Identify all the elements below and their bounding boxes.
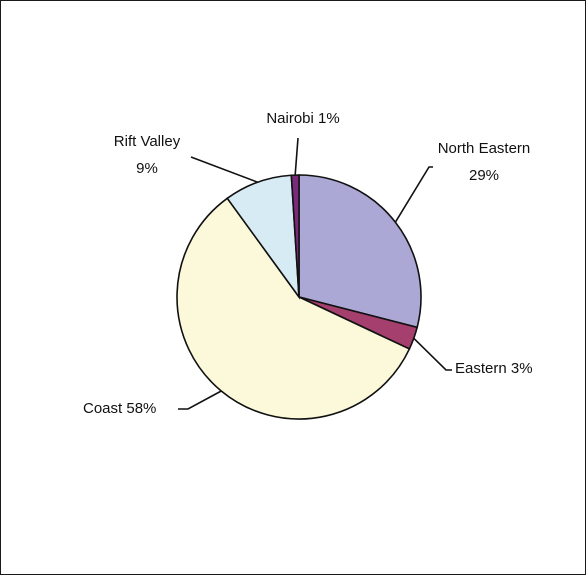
slice-label-rift-valley: 9% (136, 160, 158, 177)
leader-line-nairobi (294, 137, 299, 176)
slice-label-nairobi: Nairobi 1% (266, 110, 339, 127)
slice-label-eastern: Eastern 3% (455, 360, 533, 377)
slice-label-coast: Coast 58% (83, 400, 156, 417)
leader-line-north-eastern (394, 166, 433, 223)
slice-labels: North Eastern 29% Eastern 3% Coast 58% Rift … (83, 110, 533, 417)
slice-label-north-eastern: 29% (469, 167, 499, 184)
slice-label-north-eastern: North Eastern (438, 140, 531, 157)
pie-slices (176, 174, 422, 420)
slice-label-rift-valley: Rift Valley (114, 133, 181, 150)
leader-line-coast (178, 390, 222, 410)
leader-lines (178, 137, 452, 410)
pie-slice-coast (176, 197, 411, 420)
pie-slice-north-eastern (298, 174, 422, 329)
leader-line-eastern (413, 337, 452, 371)
leader-line-rift-valley (190, 156, 258, 183)
pie-slice-nairobi (290, 174, 300, 298)
